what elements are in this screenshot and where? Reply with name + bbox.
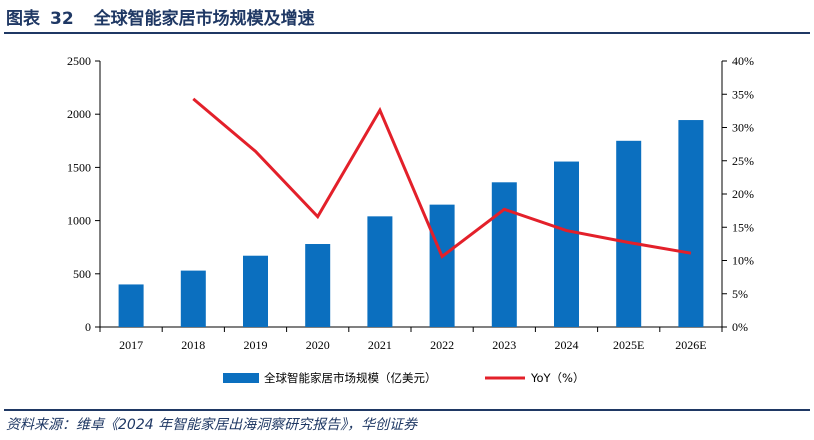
bar bbox=[118, 284, 144, 327]
y-left-tick-label: 1500 bbox=[67, 160, 91, 174]
legend-label-line: YoY（%） bbox=[530, 371, 585, 385]
bar bbox=[616, 140, 642, 327]
legend-swatch-bar bbox=[223, 373, 259, 383]
y-right-tick-label: 30% bbox=[732, 121, 754, 135]
y-right-tick-label: 10% bbox=[732, 254, 754, 268]
bar bbox=[554, 161, 579, 327]
footer-rule bbox=[4, 409, 810, 411]
x-tick-label: 2017 bbox=[119, 338, 143, 352]
y-right-tick-label: 35% bbox=[732, 87, 754, 101]
y-right-tick-label: 0% bbox=[732, 320, 748, 334]
bar bbox=[367, 216, 393, 327]
y-left-tick-label: 500 bbox=[73, 267, 91, 281]
source-note: 资料来源：维卓《2024 年智能家居出海洞察研究报告》，华创证券 bbox=[6, 417, 418, 433]
bar bbox=[305, 244, 331, 327]
figure-number: 32 bbox=[50, 9, 74, 29]
bar bbox=[180, 270, 206, 327]
y-left-tick-label: 2000 bbox=[67, 107, 91, 121]
x-tick-label: 2026E bbox=[675, 338, 706, 352]
x-tick-label: 2020 bbox=[306, 338, 330, 352]
bar bbox=[243, 255, 268, 327]
x-tick-label: 2021 bbox=[368, 338, 392, 352]
bar bbox=[678, 120, 704, 327]
x-tick-label: 2018 bbox=[181, 338, 205, 352]
y-right-tick-label: 25% bbox=[732, 154, 754, 168]
x-tick-label: 2025E bbox=[613, 338, 644, 352]
figure-title: 图表 32 全球智能家居市场规模及增速 bbox=[6, 4, 315, 29]
legend-label-bar: 全球智能家居市场规模（亿美元） bbox=[264, 371, 437, 385]
x-tick-label: 2023 bbox=[492, 338, 516, 352]
x-tick-label: 2022 bbox=[430, 338, 454, 352]
y-right-tick-label: 15% bbox=[732, 220, 754, 234]
line-series bbox=[192, 97, 692, 259]
y-left-tick-label: 0 bbox=[85, 320, 91, 334]
x-tick-label: 2024 bbox=[555, 338, 579, 352]
bar bbox=[429, 204, 455, 327]
figure-label: 图表 bbox=[6, 9, 40, 29]
y-right-tick-label: 40% bbox=[732, 54, 754, 68]
tick-labels: 0 500 1000 1500 2000 2500 0% 5% 10% 15% 20% 25% 30% 3… bbox=[67, 54, 754, 352]
x-tick-label: 2019 bbox=[244, 338, 268, 352]
y-right-tick-label: 5% bbox=[732, 287, 748, 301]
y-left-tick-label: 1000 bbox=[67, 214, 91, 228]
y-right-tick-label: 20% bbox=[732, 187, 754, 201]
bar-series bbox=[118, 120, 704, 327]
y-left-tick-label: 2500 bbox=[67, 54, 91, 68]
legend: 全球智能家居市场规模（亿美元） YoY（%） bbox=[223, 371, 585, 385]
bar bbox=[491, 182, 517, 327]
figure-title-text: 全球智能家居市场规模及增速 bbox=[93, 9, 315, 29]
header-rule bbox=[4, 32, 810, 34]
